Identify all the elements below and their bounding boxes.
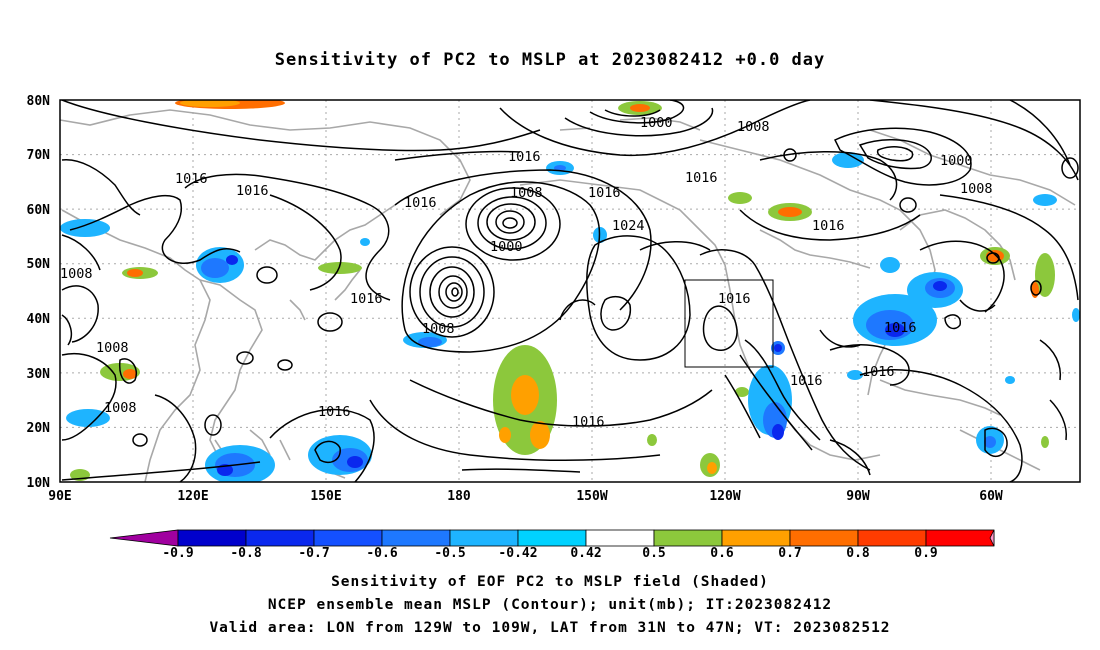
colorbar-segment (381, 529, 451, 547)
caption-shading: Sensitivity of EOF PC2 to MSLP field (Sh… (331, 574, 769, 590)
colorbar-label: -0.8 (230, 546, 261, 561)
caption-contour: NCEP ensemble mean MSLP (Contour); unit(… (267, 597, 833, 613)
contour-label: 1016 (718, 291, 751, 307)
lon-label: 120W (709, 489, 740, 504)
colorbar-labels: -0.9 -0.8 -0.7 -0.6 -0.5 -0.42 0.42 0.5 … (162, 546, 937, 561)
contour-label-group-extra: 1016 (884, 320, 917, 336)
colorbar-segment (789, 529, 859, 547)
mslp-contours (61, 100, 1079, 482)
contour-label: 1016 (685, 170, 718, 186)
colorbar (109, 529, 995, 547)
contour-label: 1008 (510, 185, 543, 201)
lon-label: 120E (177, 489, 208, 504)
lat-label: 30N (27, 367, 51, 382)
lat-label: 70N (27, 148, 51, 163)
lon-label: 180 (447, 489, 471, 504)
colorbar-label: 0.6 (710, 546, 734, 561)
contour-label: 1016 (588, 185, 621, 201)
colorbar-segment (925, 529, 995, 547)
contour-label: 1008 (422, 321, 455, 337)
contour-label: 1016 (812, 218, 845, 234)
contour-label: 1016 (175, 171, 208, 187)
colorbar-label: -0.6 (366, 546, 397, 561)
colorbar-segment (721, 529, 791, 547)
contour-label: 1016 (404, 195, 437, 211)
colorbar-segment (313, 529, 383, 547)
contour-label: 1024 (612, 218, 645, 234)
contour-label: 1016 (236, 183, 269, 199)
caption-valid-area: Valid area: LON from 129W to 109W, LAT f… (209, 620, 891, 636)
lon-axis-labels: 90E 120E 150E 180 150W 120W 90W 60W (48, 489, 1003, 504)
lon-label: 150W (576, 489, 607, 504)
colorbar-label: 0.7 (778, 546, 801, 561)
colorbar-label: 0.9 (914, 546, 937, 561)
contour-label: 1008 (960, 181, 993, 197)
colorbar-label: -0.42 (498, 546, 537, 561)
colorbar-arrow-high (989, 529, 995, 547)
contour-label: 1016 (862, 364, 895, 380)
contour-label: 1008 (96, 340, 129, 356)
contour-label: 1008 (104, 400, 137, 416)
contour-label: 1016 (884, 320, 917, 336)
colorbar-label: -0.7 (298, 546, 329, 561)
lat-label: 10N (27, 476, 51, 491)
lat-label: 40N (27, 312, 51, 327)
lat-axis-labels: 80N 70N 60N 50N 40N 30N 20N 10N (27, 94, 51, 491)
contour-label: 1000 (490, 239, 523, 255)
colorbar-arrow-low (109, 529, 179, 547)
sensitivity-shading (60, 100, 1080, 482)
lon-label: 150E (310, 489, 341, 504)
contour-label: 1008 (60, 266, 93, 282)
lon-label: 60W (979, 489, 1003, 504)
lat-label: 60N (27, 203, 51, 218)
colorbar-segment (449, 529, 519, 547)
lat-label: 80N (27, 94, 51, 109)
lon-label: 90E (48, 489, 71, 504)
contour-label: 1016 (508, 149, 541, 165)
colorbar-segment (245, 529, 315, 547)
valid-area-box (684, 279, 774, 368)
lat-label: 20N (27, 421, 51, 436)
colorbar-label: -0.9 (162, 546, 193, 561)
colorbar-label: 0.8 (846, 546, 870, 561)
colorbar-label: 0.5 (642, 546, 665, 561)
contour-label: 1000 (640, 115, 673, 131)
contour-label: 1016 (790, 373, 823, 389)
contour-label: 1000 (940, 153, 973, 169)
colorbar-segment (653, 529, 723, 547)
colorbar-segment (585, 529, 655, 547)
map-title: Sensitivity of PC2 to MSLP at 2023082412… (274, 50, 826, 70)
contour-label: 1016 (350, 291, 383, 307)
contour-label: 1016 (318, 404, 351, 420)
plot-frame (59, 99, 1081, 483)
lat-label: 50N (27, 257, 51, 272)
colorbar-segment (517, 529, 587, 547)
colorbar-label: -0.5 (434, 546, 465, 561)
colorbar-segment (857, 529, 927, 547)
lon-label: 90W (846, 489, 870, 504)
contour-label-group: 1000 1008 1016 1016 1016 1008 1016 1016 … (60, 115, 993, 430)
contour-label: 1008 (737, 119, 770, 135)
contour-label: 1016 (572, 414, 605, 430)
colorbar-label: 0.42 (570, 546, 601, 561)
colorbar-segment (177, 529, 247, 547)
